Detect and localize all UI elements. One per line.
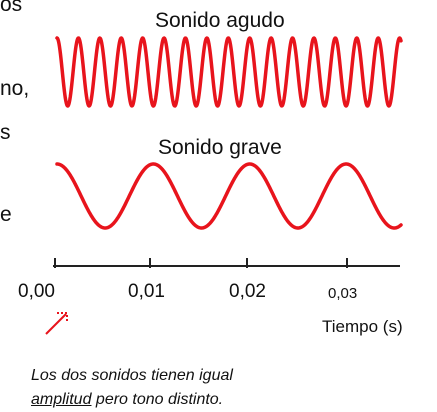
high-pitch-title: Sonido agudo <box>155 9 285 32</box>
low-pitch-wave <box>55 162 403 230</box>
low-pitch-title: Sonido grave <box>158 136 282 159</box>
high-pitch-wave <box>55 36 403 108</box>
text-fragment-3: s <box>0 121 11 144</box>
caption: Los dos sonidos tienen igual amplitud pe… <box>31 364 233 412</box>
caption-underlined-word: amplitud <box>31 391 92 408</box>
tick-label-1: 0,01 <box>128 281 165 302</box>
pointer-arrow <box>45 313 67 335</box>
tick-label-3: 0,03 <box>328 285 358 302</box>
tick-label-0: 0,00 <box>18 281 55 302</box>
tick-label-2: 0,02 <box>229 281 266 302</box>
caption-line-2-rest: pero tono distinto. <box>91 391 224 408</box>
axis-title: Tiempo (s) <box>322 317 403 336</box>
pointer-arrow-head <box>57 312 68 323</box>
caption-line-2: amplitud pero tono distinto. <box>31 388 233 412</box>
text-fragment-4: e <box>0 203 12 226</box>
caption-line-1: Los dos sonidos tienen igual <box>31 367 233 384</box>
text-fragment-1: os <box>0 0 23 16</box>
text-fragment-2: no, <box>0 77 30 100</box>
